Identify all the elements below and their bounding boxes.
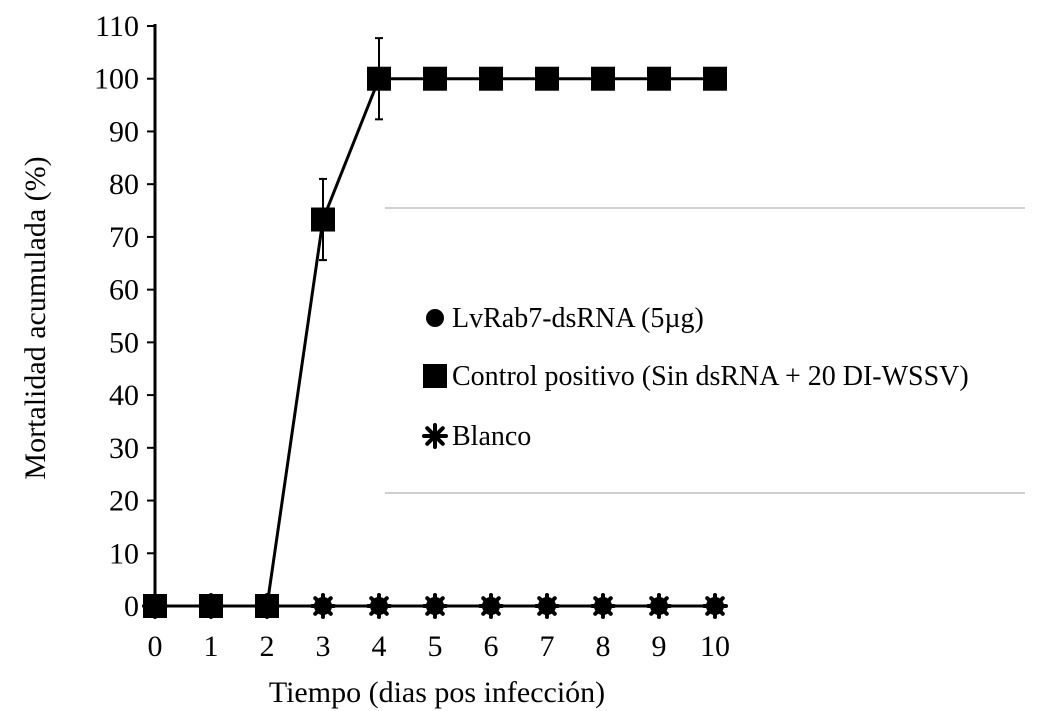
data-point-asterisk <box>310 593 336 619</box>
asterisk-stroke <box>145 596 165 616</box>
data-point-asterisk <box>142 593 168 619</box>
y-tick-label: 90 <box>109 115 139 148</box>
data-point-asterisk <box>478 593 504 619</box>
data-point-asterisk <box>646 593 672 619</box>
axes: 0 10 20 30 40 50 60 70 80 90 100 110 0 1 2 3 4 5 6 7 8 9 10 <box>94 10 730 663</box>
data-point-square <box>367 66 391 91</box>
y-tick-label: 30 <box>109 432 139 465</box>
data-point-square <box>423 66 447 91</box>
asterisk-stroke <box>257 596 277 616</box>
asterisk-stroke <box>593 596 613 616</box>
data-point-asterisk <box>422 593 448 619</box>
y-tick-label: 50 <box>109 326 139 359</box>
data-point-square <box>591 66 615 91</box>
data-point-asterisk <box>590 593 616 619</box>
legend-label: LvRab7-dsRNA (5µg) <box>452 303 704 334</box>
y-tick-label: 10 <box>109 537 139 570</box>
y-tick-label: 20 <box>109 485 139 518</box>
series-line <box>155 77 715 608</box>
data-point-square <box>479 66 503 91</box>
x-tick-label: 10 <box>700 630 730 663</box>
legend-marker-asterisk <box>422 423 448 449</box>
asterisk-stroke <box>649 596 669 616</box>
x-tick-label: 4 <box>372 630 387 663</box>
x-tick-label: 0 <box>148 630 163 663</box>
y-tick-label: 100 <box>94 63 139 96</box>
legend-marker-circle <box>426 309 444 327</box>
asterisk-stroke <box>481 596 501 616</box>
x-tick-label: 7 <box>540 630 555 663</box>
x-tick-label: 5 <box>428 630 443 663</box>
data-point-asterisk <box>366 593 392 619</box>
y-tick-label: 40 <box>109 379 139 412</box>
legend-item: Blanco <box>422 421 531 452</box>
asterisk-stroke <box>369 596 389 616</box>
data-point-asterisk <box>198 593 224 619</box>
legend-border <box>385 207 1025 494</box>
y-tick-label: 0 <box>124 590 139 623</box>
data-point-square <box>311 207 335 232</box>
y-tick-label: 80 <box>109 168 139 201</box>
data-point-asterisk <box>534 593 560 619</box>
legend-item: Control positivo (Sin dsRNA + 20 DI-WSSV… <box>423 361 969 392</box>
y-axis-title: Mortalidad acumulada (%) <box>19 156 52 479</box>
y-tick-label: 70 <box>109 221 139 254</box>
data-point-asterisk <box>254 593 280 619</box>
x-tick-label: 2 <box>260 630 275 663</box>
data-point-square <box>647 66 671 91</box>
x-axis-title: Tiempo (dias pos infección) <box>269 676 605 709</box>
legend: LvRab7-dsRNA (5µg) Control positivo (Sin … <box>422 303 969 452</box>
asterisk-stroke <box>425 596 445 616</box>
legend-label: Blanco <box>452 421 531 452</box>
x-tick-label: 6 <box>484 630 499 663</box>
data-point-square <box>703 66 727 91</box>
x-tick-label: 3 <box>316 630 331 663</box>
y-tick-label: 110 <box>95 10 139 43</box>
series-layer <box>142 37 728 619</box>
y-tick-label: 60 <box>109 274 139 307</box>
asterisk-stroke <box>705 596 725 616</box>
data-point-asterisk <box>702 593 728 619</box>
x-tick-label: 9 <box>652 630 667 663</box>
legend-item: LvRab7-dsRNA (5µg) <box>426 303 704 334</box>
asterisk-stroke <box>201 596 221 616</box>
asterisk-stroke <box>425 426 445 446</box>
data-point-square <box>535 66 559 91</box>
asterisk-stroke <box>313 596 333 616</box>
legend-marker-square <box>423 364 447 388</box>
asterisk-stroke <box>537 596 557 616</box>
x-tick-label: 8 <box>596 630 611 663</box>
x-tick-label: 1 <box>204 630 219 663</box>
legend-label: Control positivo (Sin dsRNA + 20 DI-WSSV… <box>452 361 969 392</box>
series-asterisk <box>142 593 728 619</box>
